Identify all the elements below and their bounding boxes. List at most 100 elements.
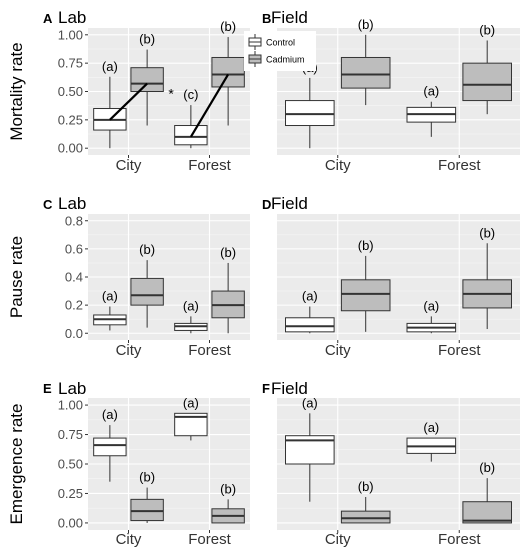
significance-label: (a) xyxy=(183,298,199,313)
y-axis-title: Pause rate xyxy=(7,236,26,318)
box-control-forest: (a) xyxy=(406,298,457,334)
box-cadmium-forest: (b) xyxy=(462,22,512,115)
panel-letter: F xyxy=(262,381,270,396)
x-tick-label: City xyxy=(325,531,351,548)
panel-letter: E xyxy=(43,381,52,396)
significance-label: (b) xyxy=(139,242,155,257)
panel-letter: B xyxy=(262,11,271,26)
panel-title: Lab xyxy=(58,8,86,27)
y-tick-label: 0.50 xyxy=(58,457,83,472)
box-cadmium-city: (b) xyxy=(130,32,164,126)
x-tick-label: Forest xyxy=(438,157,481,174)
box-cadmium-forest: (b) xyxy=(211,481,245,524)
box-iqr xyxy=(340,56,391,89)
panel-A: 0.00 0.25 0.50 0.75 1.00 City Forest (a) (c) (b) (… xyxy=(7,8,250,174)
significance-label: (b) xyxy=(358,238,374,253)
box-iqr xyxy=(130,498,164,522)
panel-E: 0.00 0.25 0.50 0.75 1.00 City Forest (a) (a) (b) (… xyxy=(7,379,250,548)
box-iqr xyxy=(93,437,127,457)
box-iqr xyxy=(130,67,164,92)
x-tick-label: City xyxy=(325,157,351,174)
panel-D: City Forest (a) (a) (b) (b) D Field xyxy=(262,194,520,359)
x-tick-label: Forest xyxy=(438,342,481,359)
significance-label: (a) xyxy=(102,289,118,304)
y-tick-label: 0.4 xyxy=(65,270,83,285)
legend-label: Control xyxy=(266,38,295,48)
y-tick-label: 0.50 xyxy=(58,84,83,99)
significance-label: (a) xyxy=(183,395,199,410)
panel-title: Lab xyxy=(58,379,86,398)
panel-title: Field xyxy=(271,379,308,398)
y-tick-label: 1.00 xyxy=(58,398,83,413)
box-control-forest: (a) xyxy=(406,84,457,137)
significance-label: (b) xyxy=(358,479,374,494)
box-iqr xyxy=(211,56,245,88)
y-tick-label: 0.6 xyxy=(65,241,83,256)
x-tick-label: City xyxy=(116,342,142,359)
panel-letter: C xyxy=(43,197,53,212)
y-tick-label: 0.8 xyxy=(65,213,83,228)
y-tick-label: 0.0 xyxy=(65,326,83,341)
box-iqr xyxy=(130,277,164,306)
significance-label: (a) xyxy=(423,420,439,435)
significance-label: (b) xyxy=(139,470,155,485)
box-control-city: (a) xyxy=(93,289,127,331)
panel-title: Field xyxy=(271,194,308,213)
panel-title: Field xyxy=(271,8,308,27)
box-iqr xyxy=(174,412,208,437)
y-tick-label: 0.2 xyxy=(65,298,83,313)
box-control-forest: (a) xyxy=(406,420,457,462)
x-tick-label: Forest xyxy=(188,157,231,174)
box-cadmium-city: (b) xyxy=(340,479,391,524)
box-cadmium-forest: (b) xyxy=(211,245,245,334)
x-tick-label: City xyxy=(116,157,142,174)
panel-F: City Forest (a) (a) (b) (b) F Field xyxy=(262,379,520,548)
significance-label: (a) xyxy=(423,84,439,99)
box-control-forest: (a) xyxy=(174,298,208,334)
interaction-line xyxy=(109,82,148,121)
significance-label: (b) xyxy=(479,22,495,37)
interaction-line xyxy=(189,73,230,138)
box-control-city: (a) xyxy=(93,407,127,482)
box-iqr xyxy=(340,510,391,524)
significance-label: (b) xyxy=(139,32,155,47)
box-cadmium-city: (b) xyxy=(340,17,391,106)
y-tick-label: 1.00 xyxy=(58,27,83,42)
significance-label: (a) xyxy=(423,298,439,313)
significance-label: (c) xyxy=(183,87,198,102)
significance-label: (a) xyxy=(302,395,318,410)
box-iqr xyxy=(340,279,391,312)
y-tick-label: 0.75 xyxy=(58,56,83,71)
legend-item: Control xyxy=(248,34,295,50)
significance-label: (b) xyxy=(358,17,374,32)
y-tick-label: 0.25 xyxy=(58,112,83,127)
box-control-city: (a) xyxy=(285,289,335,334)
box-control-forest: (a) xyxy=(174,395,208,441)
significance-label: (b) xyxy=(220,481,236,496)
box-cadmium-forest: (b) xyxy=(211,19,245,126)
legend-item: Cadmium xyxy=(248,51,305,67)
significance-label: (a) xyxy=(102,59,118,74)
significance-label: (a) xyxy=(302,289,318,304)
box-iqr xyxy=(462,501,512,524)
y-tick-label: 0.25 xyxy=(58,486,83,501)
significance-label: (b) xyxy=(479,460,495,475)
box-iqr xyxy=(285,317,335,333)
significance-label: (b) xyxy=(479,225,495,240)
panel-letter: D xyxy=(262,197,271,212)
box-iqr xyxy=(285,100,335,127)
x-tick-label: Forest xyxy=(188,531,231,548)
legend-label: Cadmium xyxy=(266,55,305,65)
y-tick-label: 0.00 xyxy=(58,515,83,530)
panel-title: Lab xyxy=(58,194,86,213)
box-cadmium-city: (b) xyxy=(130,470,164,523)
box-cadmium-city: (b) xyxy=(130,242,164,328)
y-tick-label: 0.75 xyxy=(58,427,83,442)
x-tick-label: Forest xyxy=(188,342,231,359)
panel-C: 0.0 0.2 0.4 0.6 0.8 City Forest (a) (a) (b) (b) C La… xyxy=(7,194,250,359)
x-tick-label: Forest xyxy=(438,531,481,548)
box-cadmium-forest: (b) xyxy=(462,460,512,524)
significance-label: (b) xyxy=(220,245,236,260)
panel-letter: A xyxy=(43,11,53,26)
